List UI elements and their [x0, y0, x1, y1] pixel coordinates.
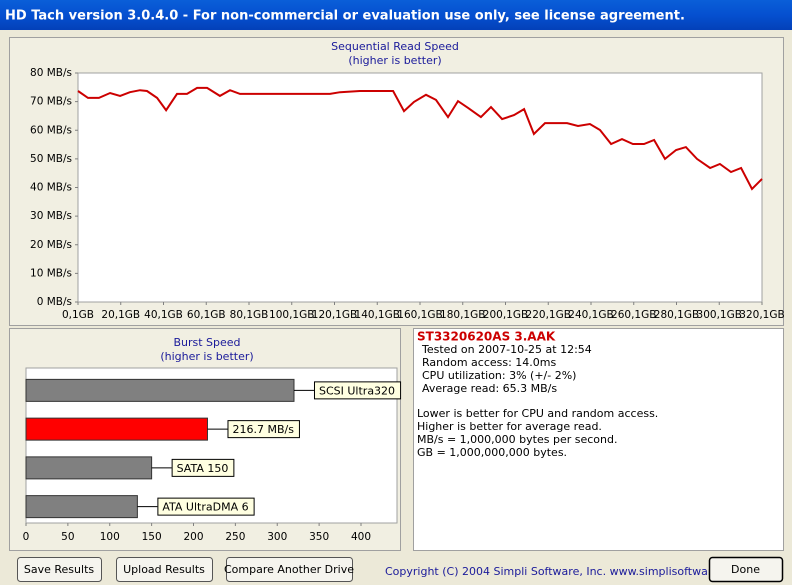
- drive-name: ST3320620AS 3.AAK: [417, 330, 556, 344]
- x-tick-label: 240,1GB: [568, 309, 613, 321]
- label-box: [171, 458, 235, 477]
- button-label[interactable]: Upload Results: [123, 563, 205, 576]
- label-box: [227, 420, 300, 439]
- y-tick-label: 10 MB/s: [30, 267, 72, 279]
- x-tick-label: 280,1GB: [654, 309, 699, 321]
- chart-title: Sequential Read Speed: [331, 40, 459, 53]
- button-label[interactable]: Done: [731, 563, 760, 576]
- x-tick-label: 0,1GB: [62, 309, 94, 321]
- info-detail: Average read: 65.3 MB/s: [422, 382, 557, 395]
- x-tick-label: 40,1GB: [144, 309, 183, 321]
- y-tick-label: 70 MB/s: [30, 96, 72, 108]
- info-panel: [413, 328, 784, 551]
- bar: [25, 495, 138, 519]
- info-detail: CPU utilization: 3% (+/- 2%): [422, 369, 576, 382]
- y-tick-label: 0 MB/s: [37, 296, 72, 308]
- x-tick-label: 220,1GB: [526, 309, 571, 321]
- x-tick-label: 320,1GB: [739, 309, 784, 321]
- x-tick-label: 200: [183, 531, 203, 543]
- button-label[interactable]: Save Results: [24, 563, 94, 576]
- x-tick-label: 300: [267, 531, 287, 543]
- x-tick-label: 140,1GB: [355, 309, 400, 321]
- x-tick-label: 160,1GB: [397, 309, 442, 321]
- data-line: [77, 86, 763, 191]
- bar-label: ATA UltraDMA 6: [162, 501, 248, 514]
- x-tick-label: 20,1GB: [101, 309, 140, 321]
- info-note: Higher is better for average read.: [417, 420, 602, 433]
- window-title: HD Tach version 3.0.4.0 - For non-commer…: [5, 9, 685, 24]
- y-tick-label: 50 MB/s: [30, 153, 72, 165]
- button[interactable]: [17, 557, 102, 582]
- bar-label: 216.7 MB/s: [232, 423, 294, 436]
- info-detail: Random access: 14.0ms: [422, 356, 557, 369]
- x-tick-label: 150: [142, 531, 162, 543]
- label-box: [157, 497, 255, 516]
- bar: [25, 456, 153, 480]
- button[interactable]: [708, 556, 784, 583]
- button[interactable]: [226, 557, 353, 582]
- bar: [25, 417, 208, 441]
- y-tick-label: 20 MB/s: [30, 239, 72, 251]
- x-tick-label: 350: [309, 531, 329, 543]
- y-tick-label: 80 MB/s: [30, 67, 72, 79]
- x-tick-label: 250: [225, 531, 245, 543]
- y-tick-label: 30 MB/s: [30, 210, 72, 222]
- info-note: GB = 1,000,000,000 bytes.: [417, 446, 567, 459]
- plot-area: [77, 72, 763, 303]
- x-tick-label: 100: [100, 531, 120, 543]
- x-tick-label: 260,1GB: [611, 309, 656, 321]
- x-tick-label: 400: [351, 531, 371, 543]
- x-tick-label: 60,1GB: [187, 309, 226, 321]
- chart-subtitle: (higher is better): [160, 350, 253, 363]
- x-tick-label: 100,1GB: [269, 309, 314, 321]
- bar: [25, 378, 295, 402]
- bar-label: SCSI Ultra320: [319, 384, 395, 397]
- info-note: Lower is better for CPU and random acces…: [417, 407, 658, 420]
- x-tick-label: 120,1GB: [312, 309, 357, 321]
- x-tick-label: 300,1GB: [697, 309, 742, 321]
- x-tick-label: 50: [61, 531, 74, 543]
- x-tick-label: 180,1GB: [440, 309, 485, 321]
- y-tick-label: 40 MB/s: [30, 182, 72, 194]
- info-detail: Tested on 2007-10-25 at 12:54: [421, 343, 592, 356]
- x-tick-label: 0: [23, 531, 30, 543]
- chart-subtitle: (higher is better): [348, 54, 441, 67]
- copyright: Copyright (C) 2004 Simpli Software, Inc.…: [385, 565, 746, 578]
- chart-title: Burst Speed: [173, 336, 240, 349]
- y-tick-label: 60 MB/s: [30, 124, 72, 136]
- bar-label: SATA 150: [177, 462, 229, 475]
- x-tick-label: 80,1GB: [230, 309, 269, 321]
- button[interactable]: [116, 557, 213, 582]
- label-box: [313, 381, 402, 400]
- title-bar: [0, 0, 792, 30]
- x-tick-label: 200,1GB: [483, 309, 528, 321]
- button-label[interactable]: Compare Another Drive: [224, 563, 354, 576]
- info-note: MB/s = 1,000,000 bytes per second.: [417, 433, 617, 446]
